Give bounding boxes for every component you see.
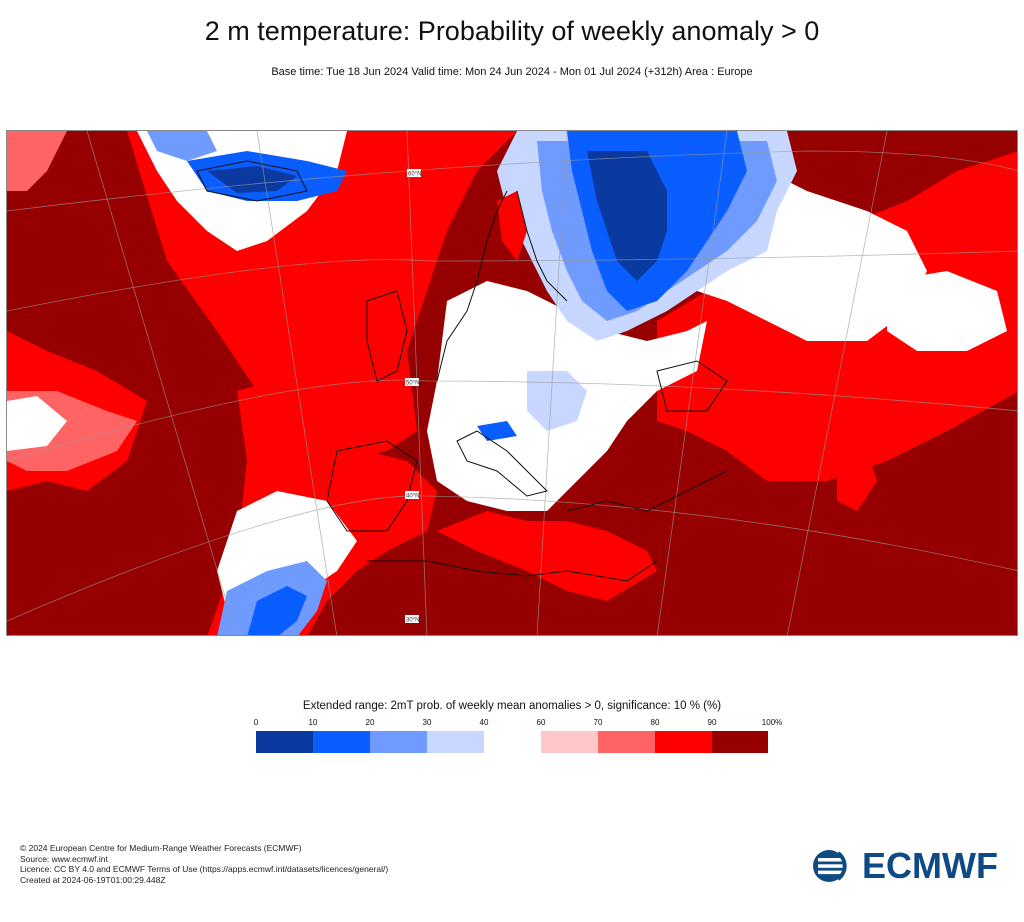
region-italy-blue bbox=[477, 421, 517, 441]
legend-tick: 0 bbox=[253, 718, 259, 727]
legend-tick: 60 bbox=[536, 718, 546, 727]
region-russia-darkblue bbox=[587, 151, 667, 281]
legend-ticks: 0 10 20 30 40 60 70 80 90 100% bbox=[0, 718, 1024, 730]
legend-title: Extended range: 2mT prob. of weekly mean… bbox=[302, 700, 722, 712]
region-west-white bbox=[7, 396, 67, 451]
legend-swatch-80-90 bbox=[655, 731, 712, 753]
lat-label-60: 60°N bbox=[408, 172, 421, 178]
legend-tick: 70 bbox=[593, 718, 603, 727]
probability-map: 60°N 50°N 40°N 30°N bbox=[6, 130, 1018, 636]
legend-swatch-10-20 bbox=[313, 731, 370, 753]
ecmwf-logo: ECMWF bbox=[812, 845, 1012, 886]
footer-copyright: © 2024 European Centre for Medium-Range … bbox=[20, 843, 302, 853]
lat-label-40: 40°N bbox=[406, 494, 419, 500]
legend-tick: 40 bbox=[479, 718, 489, 727]
lat-label-30: 30°N bbox=[406, 618, 419, 624]
chart-title: 2 m temperature: Probability of weekly a… bbox=[204, 16, 820, 46]
footer-source: Source: www.ecmwf.int bbox=[20, 853, 108, 864]
region-caspian-red bbox=[837, 451, 877, 511]
region-balkans-lightblue bbox=[527, 371, 587, 431]
legend-swatch-20-30 bbox=[370, 731, 427, 753]
coastlines bbox=[196, 160, 728, 582]
legend-tick: 100% bbox=[761, 718, 783, 727]
legend-tick: 80 bbox=[650, 718, 660, 727]
legend-swatch-90-100 bbox=[712, 731, 768, 753]
legend-swatch-70-80 bbox=[598, 731, 655, 753]
footer-credits: © 2024 European Centre for Medium-Range … bbox=[20, 843, 388, 885]
legend-swatch-0-10 bbox=[256, 731, 313, 753]
region-ne-pocket-white bbox=[887, 271, 1007, 351]
legend-swatch-30-40 bbox=[427, 731, 484, 753]
lat-label-50: 50°N bbox=[406, 381, 419, 387]
ecmwf-logo-text: ECMWF bbox=[862, 845, 998, 886]
latitude-labels: 60°N 50°N 40°N 30°N bbox=[405, 169, 421, 624]
graticule bbox=[7, 131, 1017, 635]
legend-swatch-60-70 bbox=[541, 731, 598, 753]
region-scandinavia-red bbox=[497, 191, 527, 261]
region-north-africa-darkblue bbox=[247, 586, 307, 635]
legend-tick: 10 bbox=[308, 718, 318, 727]
chart-subtitle: Base time: Tue 18 Jun 2024 Valid time: M… bbox=[271, 66, 753, 78]
region-greenland-lightblue bbox=[147, 131, 217, 161]
legend-tick: 90 bbox=[707, 718, 717, 727]
footer-created: Created at 2024-06-19T01:00:29.448Z bbox=[20, 874, 166, 885]
ecmwf-logo-icon bbox=[813, 850, 858, 882]
region-mediterranean-red bbox=[437, 511, 657, 601]
region-greenland-lightred bbox=[7, 131, 67, 191]
footer-licence: Licence: CC BY 4.0 and ECMWF Terms of Us… bbox=[20, 864, 389, 874]
legend-tick: 30 bbox=[422, 718, 432, 727]
legend-tick: 20 bbox=[365, 718, 375, 727]
